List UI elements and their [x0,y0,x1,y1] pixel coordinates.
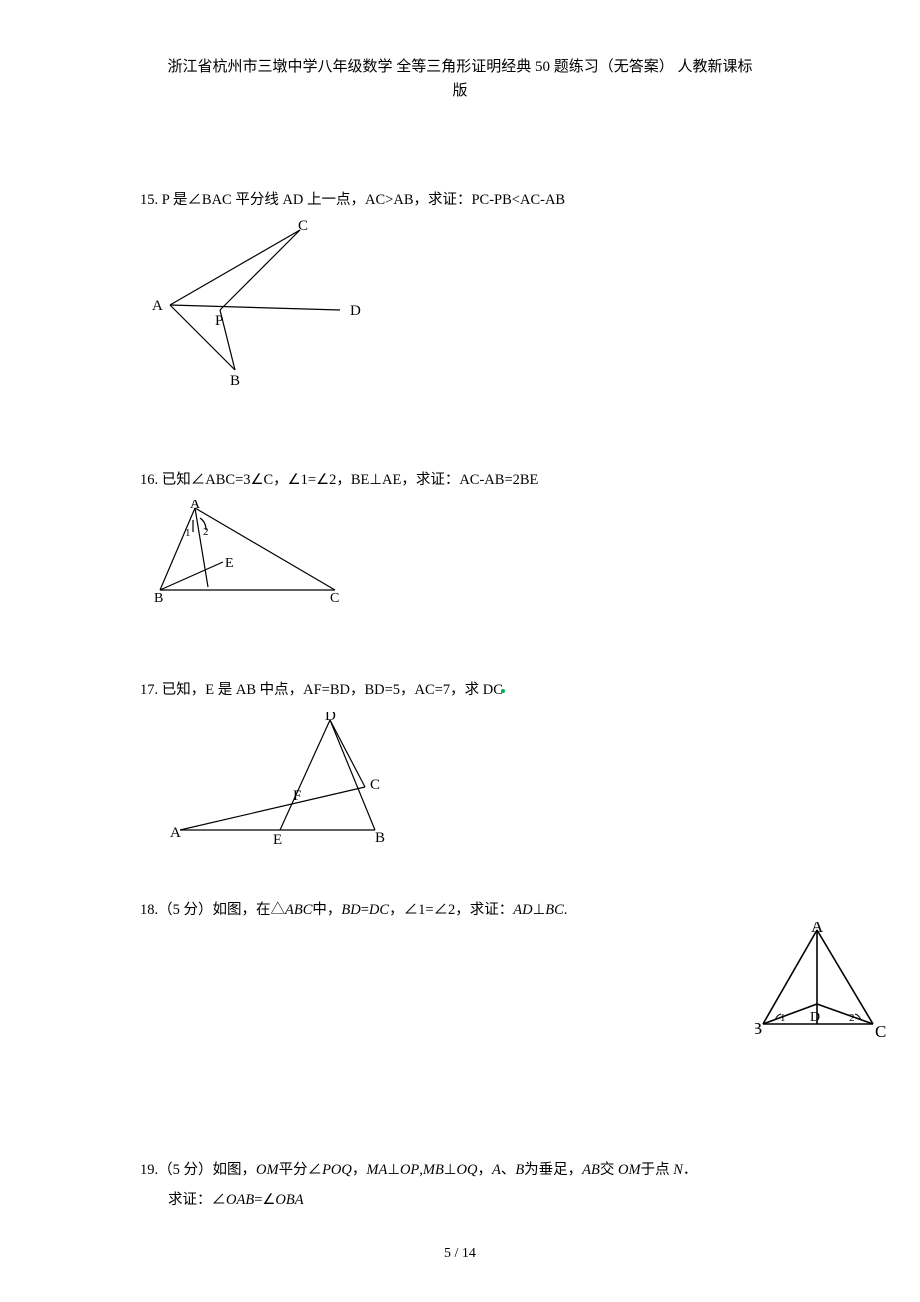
page-footer: 5 / 14 [0,1246,920,1262]
angle-1: 1 [185,527,191,539]
label-B: B [154,591,163,605]
page-header: 浙江省杭州市三墩中学八年级数学 全等三角形证明经典 50 题练习（无答案） 人教… [0,55,920,103]
angle-1: 1 [780,1012,786,1024]
label-E: E [273,832,282,848]
label-E: E [225,556,234,571]
label-B: B [375,830,385,846]
problem-18-text: 18.（5 分）如图，在△ABC中，BD=DC，∠1=∠2，求证：AD⊥BC. [140,900,567,922]
angle-2: 2 [203,526,209,538]
label-C: C [370,777,380,793]
label-A: A [152,298,163,314]
label-D: D [810,1010,820,1025]
green-dot-icon [501,689,505,693]
label-C: C [298,220,308,234]
problem-17-text: 17. 已知，E 是 AB 中点，AF=BD，BD=5，AC=7，求 DC [140,680,505,702]
label-C: C [875,1022,886,1041]
problem-16-figure: A B C E 1 2 [150,500,538,605]
angle-2: 2 [849,1012,855,1024]
problem-15-text: 15. P 是∠BAC 平分线 AD 上一点，AC>AB，求证：PC-PB<AC… [140,190,565,212]
problem-15-figure: A B C D P [150,220,565,390]
problem-18-figure: A B C D 1 2 [755,922,890,1042]
problem-17-figure: A B C D E F [170,712,505,852]
label-D: D [350,303,361,319]
label-F: F [293,788,301,804]
label-P: P [215,313,223,329]
problem-16-text: 16. 已知∠ABC=3∠C，∠1=∠2，BE⊥AE，求证：AC-AB=2BE [140,470,538,492]
problem-19-line1: 19.（5 分）如图，OM平分∠POQ，MA⊥OP,MB⊥OQ，A、B为垂足，A… [140,1160,697,1182]
header-line1: 浙江省杭州市三墩中学八年级数学 全等三角形证明经典 50 题练习（无答案） 人教… [0,55,920,79]
label-D: D [325,712,336,724]
problem-19-line2: 求证：∠OAB=∠OBA [140,1190,697,1212]
label-B: B [230,373,240,389]
label-C: C [330,591,339,605]
header-line2: 版 [0,79,920,103]
label-A: A [190,500,201,512]
label-B: B [755,1019,762,1038]
label-A: A [170,825,181,841]
label-A: A [811,922,824,936]
